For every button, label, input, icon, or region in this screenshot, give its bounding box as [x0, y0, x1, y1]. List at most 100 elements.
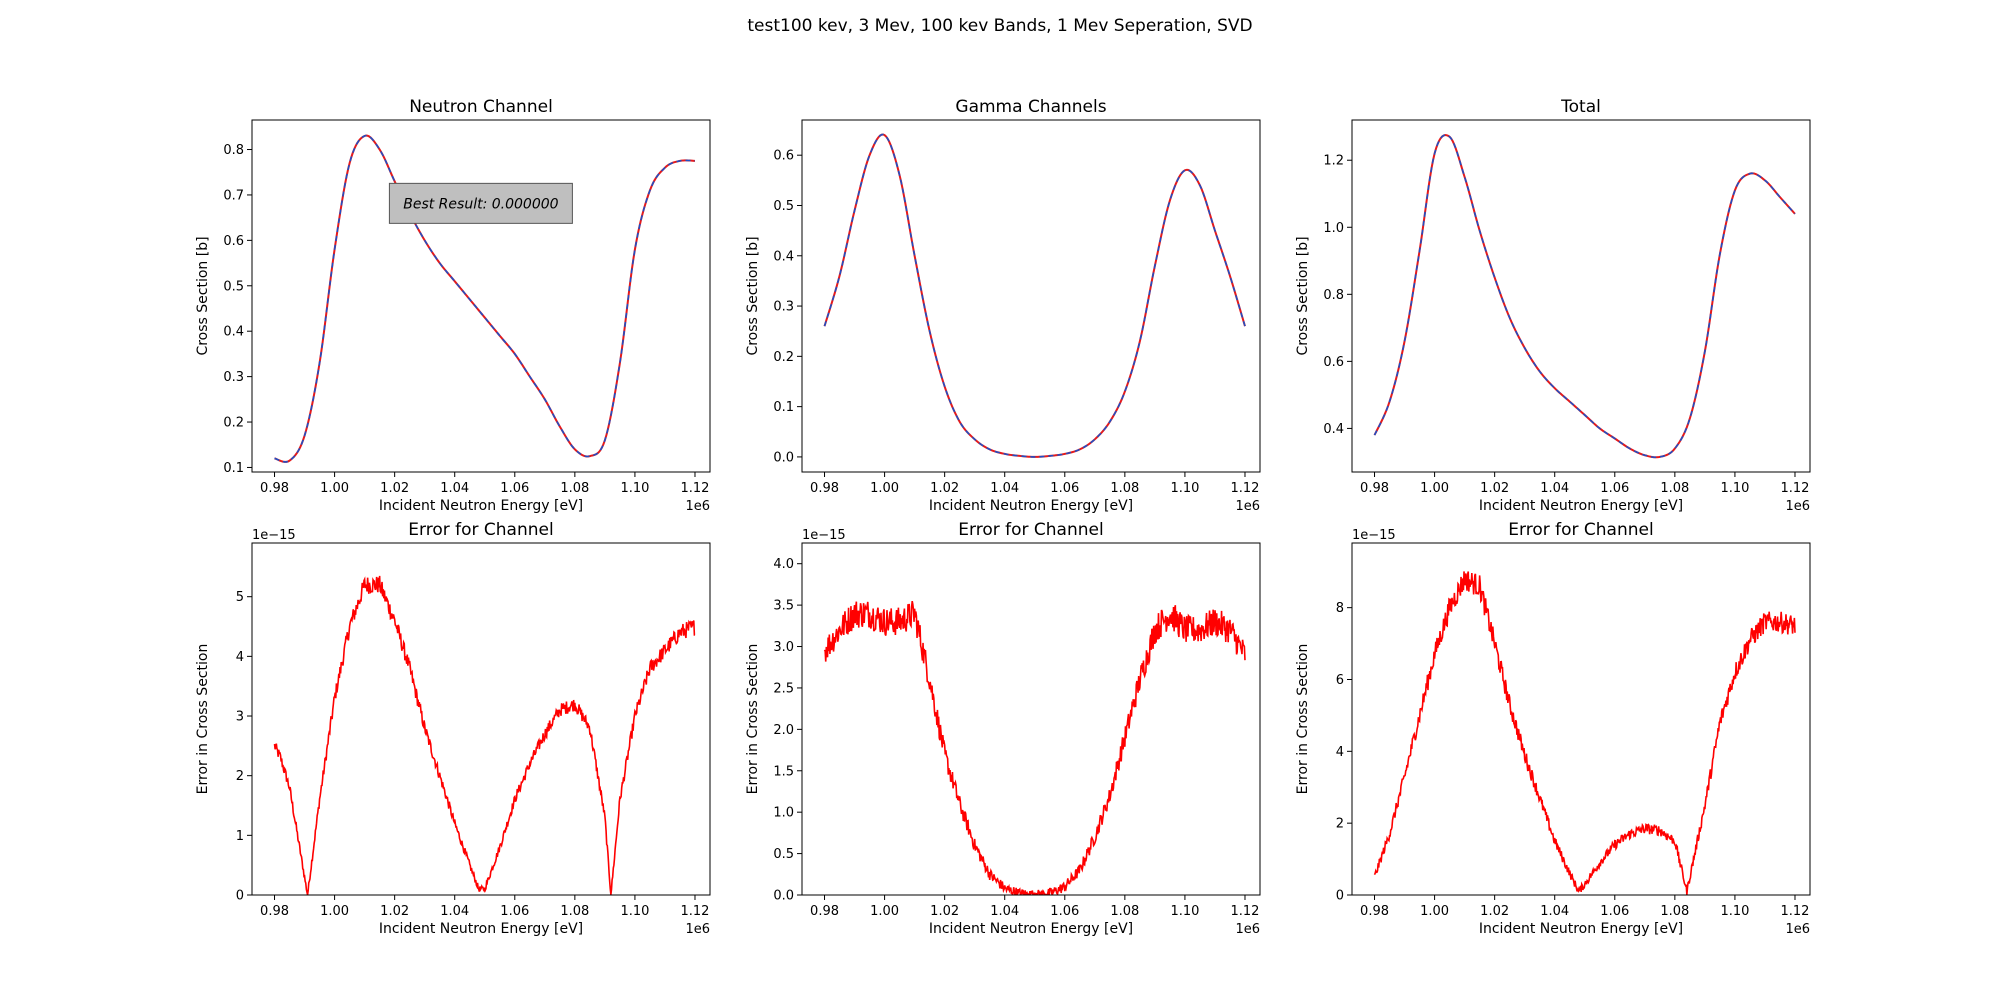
y-tick-label: 0.4: [773, 249, 794, 264]
x-tick-label: 1.08: [560, 481, 589, 496]
series-group: [1373, 571, 1796, 895]
x-tick-label: 1.00: [320, 481, 349, 496]
subplot-5: 0.98 1.00 1.02 1.04 1.06 1.08 1.10 1.12 0.0 0.5 1.…: [745, 520, 1261, 937]
x-tick-label: 1.06: [1050, 481, 1079, 496]
y-offset-label: 1e−15: [802, 528, 846, 543]
x-offset-label: 1e6: [1235, 922, 1260, 937]
x-offset-label: 1e6: [1785, 922, 1810, 937]
subplot-title: Gamma Channels: [955, 97, 1106, 117]
x-tick-label: 1.12: [1231, 904, 1260, 919]
x-tick-label: 1.02: [930, 481, 959, 496]
x-tick-label: 0.98: [1360, 481, 1389, 496]
x-tick-label: 1.06: [1600, 904, 1629, 919]
x-tick-label: 0.98: [260, 904, 289, 919]
x-tick-label: 1.10: [1720, 481, 1749, 496]
y-axis-label: Cross Section [b]: [195, 236, 211, 355]
x-tick-label: 1.02: [930, 904, 959, 919]
y-offset-label: 1e−15: [1352, 528, 1396, 543]
x-tick-label: 1.06: [1050, 904, 1079, 919]
plot-frame: [801, 119, 1261, 473]
y-tick-label: 0.4: [1323, 422, 1344, 437]
x-tick-label: 1.04: [990, 481, 1019, 496]
plot-frame: [1351, 542, 1811, 896]
y-tick-label: 0.0: [773, 889, 794, 904]
subplot-2: 0.98 1.00 1.02 1.04 1.06 1.08 1.10 1.12 0.0 0.1 0.…: [745, 97, 1261, 514]
y-tick-label: 1.2: [1323, 154, 1344, 169]
y-tick-label: 1.0: [773, 806, 794, 821]
y-axis-label: Cross Section [b]: [1295, 236, 1311, 355]
x-tick-label: 1.04: [440, 904, 469, 919]
subplot-title: Error for Channel: [408, 520, 553, 540]
series-group: [1373, 134, 1796, 459]
figure-title: test100 kev, 3 Mev, 100 kev Bands, 1 Mev…: [747, 16, 1253, 36]
series-line-fit: [1373, 134, 1796, 459]
x-tick-label: 1.06: [1600, 481, 1629, 496]
y-tick-label: 0.5: [773, 847, 794, 862]
series-line-error: [273, 575, 696, 895]
y-tick-label: 1.0: [1323, 221, 1344, 236]
y-tick-label: 3: [236, 710, 244, 725]
x-tick-label: 1.10: [1170, 481, 1199, 496]
x-tick-label: 1.00: [870, 481, 899, 496]
series-line-reference: [1373, 134, 1796, 459]
x-tick-label: 1.10: [1170, 904, 1199, 919]
y-tick-label: 4: [236, 650, 244, 665]
y-tick-label: 0.8: [1323, 288, 1344, 303]
subplot-title: Neutron Channel: [409, 97, 553, 117]
subplot-title: Error for Channel: [1508, 520, 1653, 540]
annotation-box: [388, 182, 573, 224]
y-tick-label: 0.6: [1323, 355, 1344, 370]
y-offset-label: 1e−15: [252, 528, 296, 543]
x-tick-label: 1.10: [1720, 904, 1749, 919]
x-tick-label: 1.00: [1420, 481, 1449, 496]
y-tick-label: 0.5: [223, 279, 244, 294]
y-tick-label: 4: [1336, 745, 1344, 760]
x-tick-label: 1.10: [620, 481, 649, 496]
annotation-text: Best Result: 0.000000: [403, 196, 558, 212]
x-tick-label: 1.06: [500, 904, 529, 919]
x-tick-label: 1.04: [1540, 904, 1569, 919]
y-tick-label: 2.0: [773, 723, 794, 738]
x-axis-label: Incident Neutron Energy [eV]: [1479, 498, 1683, 514]
plot-frame: [251, 542, 711, 896]
y-tick-label: 0.2: [223, 416, 244, 431]
y-tick-label: 1.5: [773, 764, 794, 779]
series-line-error: [1373, 571, 1796, 895]
y-tick-label: 2.5: [773, 681, 794, 696]
y-tick-label: 0.1: [773, 400, 794, 415]
x-tick-label: 1.00: [1420, 904, 1449, 919]
x-tick-label: 0.98: [260, 481, 289, 496]
plot-frame: [251, 119, 711, 473]
y-tick-label: 5: [236, 590, 244, 605]
subplot-6: 0.98 1.00 1.02 1.04 1.06 1.08 1.10 1.12 0 2 4 6 8 Err…: [1295, 520, 1811, 937]
x-tick-label: 1.02: [380, 904, 409, 919]
subplot-title: Total: [1560, 97, 1601, 117]
y-tick-label: 0.0: [773, 450, 794, 465]
x-offset-label: 1e6: [685, 499, 710, 514]
y-tick-label: 0.4: [223, 325, 244, 340]
x-tick-label: 1.12: [1781, 904, 1810, 919]
y-tick-label: 0.6: [223, 234, 244, 249]
plot-frame: [1351, 119, 1811, 473]
y-tick-label: 6: [1336, 673, 1344, 688]
x-tick-label: 0.98: [1360, 904, 1389, 919]
y-tick-label: 0.6: [773, 149, 794, 164]
y-tick-label: 0.3: [223, 370, 244, 385]
y-tick-label: 0: [236, 889, 244, 904]
x-tick-label: 1.08: [1660, 904, 1689, 919]
subplot-3: 0.98 1.00 1.02 1.04 1.06 1.08 1.10 1.12 0.4 0.6 0.…: [1295, 97, 1811, 514]
y-tick-label: 0.5: [773, 199, 794, 214]
series-group: [823, 133, 1246, 458]
x-axis-label: Incident Neutron Energy [eV]: [929, 921, 1133, 937]
x-tick-label: 1.08: [560, 904, 589, 919]
y-tick-label: 4.0: [773, 557, 794, 572]
y-tick-label: 0.8: [223, 143, 244, 158]
x-tick-label: 1.06: [500, 481, 529, 496]
y-axis-label: Error in Cross Section: [745, 644, 761, 795]
y-tick-label: 3.5: [773, 599, 794, 614]
series-line-reference: [274, 134, 696, 463]
x-tick-label: 1.08: [1110, 481, 1139, 496]
y-tick-label: 2: [1336, 817, 1344, 832]
